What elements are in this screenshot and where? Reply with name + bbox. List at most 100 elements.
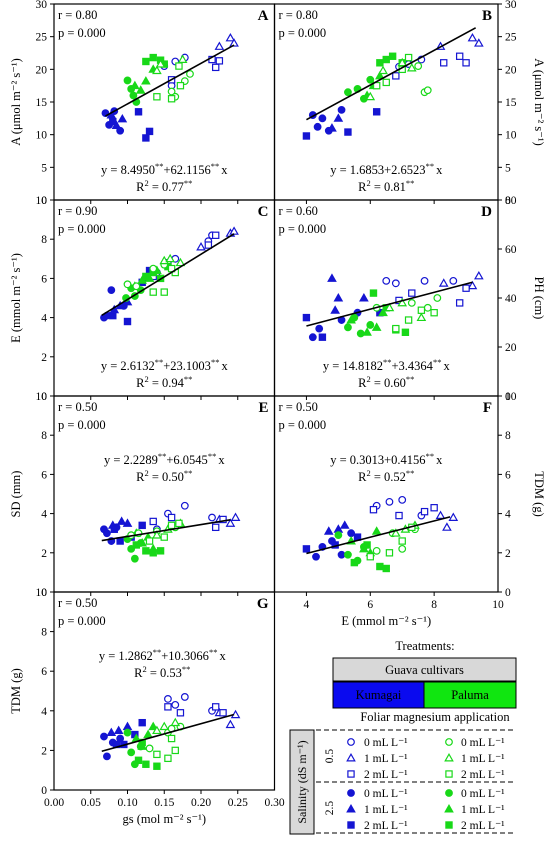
data-point: [315, 324, 324, 333]
data-point: [344, 323, 352, 332]
y-tick-label: 20: [505, 342, 517, 354]
data-point: [440, 59, 448, 67]
equation-part: x: [219, 649, 226, 663]
r-squared-part: R: [136, 376, 145, 390]
data-point: [167, 521, 176, 530]
data-point: [225, 719, 236, 729]
y-tick-label: 2: [505, 548, 511, 560]
data-point: [135, 85, 146, 94]
data-point: [350, 558, 359, 567]
p-value: p = 0.000: [279, 418, 327, 432]
y-tick-label: 15: [36, 97, 48, 109]
x-tick-label: 8: [431, 599, 437, 611]
data-point: [134, 756, 143, 765]
data-point: [392, 324, 400, 333]
p-value: p = 0.000: [58, 614, 106, 628]
data-point: [397, 297, 408, 307]
data-point: [143, 729, 153, 739]
equation-part: y = 2.6132: [101, 359, 155, 373]
equation-part: y = 2.2289: [104, 453, 158, 467]
data-point: [167, 95, 176, 103]
legend-marker: [347, 738, 355, 746]
data-point: [142, 57, 150, 66]
data-point: [423, 303, 432, 312]
r-squared: R2 = 0.53**: [134, 664, 190, 680]
equation-part: +2.6523: [384, 163, 425, 177]
y-axis-label: A (μmol m⁻² s⁻¹): [9, 58, 23, 145]
panel-label: C: [258, 204, 269, 220]
data-point: [420, 276, 429, 285]
y-tick-label: 30: [505, 0, 517, 11]
y-tick-label: 80: [505, 195, 517, 207]
data-point: [385, 497, 394, 506]
data-point: [175, 62, 183, 70]
panel-b: 0 5 10 15 20 25 30 Br = 0.80 p = 0.000 y = 1.6853…: [273, 0, 546, 207]
y-axis-label: SD (mm): [9, 471, 23, 518]
data-point: [318, 114, 327, 123]
data-point: [208, 513, 216, 522]
data-point: [109, 117, 117, 126]
data-point: [392, 72, 400, 80]
equation-part: y = 1.6853: [330, 163, 384, 177]
kumagai-swatch: [332, 681, 425, 709]
y-tick-label: 0: [505, 195, 511, 207]
data-point: [395, 511, 403, 520]
data-point: [371, 322, 382, 331]
y-tick-label: 6: [41, 666, 47, 678]
cultivars-label: Guava cultivars: [385, 663, 464, 677]
y-tick-label: 8: [41, 430, 47, 442]
r-squared-part: **: [182, 664, 191, 674]
x-tick-label: 0.30: [264, 797, 284, 809]
r-squared-part: 2: [366, 468, 370, 478]
y-tick-label: 40: [505, 293, 517, 305]
r-squared-part: 2: [144, 374, 148, 384]
data-point: [382, 55, 390, 64]
legend-marker: [346, 803, 356, 813]
equation-part: +6.0545: [166, 453, 207, 467]
paluma-label: Paluma: [451, 688, 489, 702]
equation-part: **: [208, 451, 217, 461]
p-value: p = 0.000: [279, 222, 327, 236]
salinity-header: [289, 729, 315, 835]
y-tick-label: 4: [41, 706, 47, 718]
y-tick-label: 60: [505, 244, 517, 256]
r-value: r = 0.50: [58, 400, 97, 414]
legend-dose-label: 1 mL L⁻¹: [364, 804, 408, 816]
y-axis-label: E (mmol m⁻² s⁻¹): [9, 253, 23, 343]
r-squared-part: 2: [366, 374, 370, 384]
data-point: [149, 53, 157, 62]
trendline: [105, 44, 235, 117]
regression-equation: y = 0.3013+0.4156** x: [330, 451, 443, 467]
data-point: [362, 327, 372, 336]
equation-part: +10.3066: [161, 649, 209, 663]
equation-part: **: [426, 161, 435, 171]
data-point: [103, 529, 111, 538]
data-point: [467, 280, 478, 290]
y-tick-label: 25: [36, 32, 48, 44]
r-squared-part: **: [406, 468, 415, 478]
data-point: [142, 760, 150, 768]
panel-label: G: [257, 596, 269, 612]
r-squared-part: 2: [144, 468, 148, 478]
data-point: [378, 65, 388, 75]
r-squared: R2 = 0.60**: [358, 374, 414, 390]
equation-part: **: [211, 357, 220, 367]
equation-part: +62.1156: [163, 163, 210, 177]
data-point: [212, 63, 220, 72]
data-point: [164, 754, 172, 763]
data-point: [160, 533, 168, 541]
data-point: [204, 241, 213, 249]
y-tick-label: 10: [36, 130, 48, 142]
data-point: [449, 276, 458, 285]
y-tick-label: 5: [505, 162, 511, 174]
data-point: [448, 512, 459, 521]
data-point: [407, 299, 416, 307]
data-point: [164, 703, 172, 711]
data-point: [129, 91, 138, 100]
r-value: r = 0.80: [279, 8, 318, 22]
trendline: [101, 233, 235, 317]
data-point: [337, 550, 346, 559]
y-tick-label: 8: [505, 430, 511, 442]
data-point: [462, 59, 470, 67]
